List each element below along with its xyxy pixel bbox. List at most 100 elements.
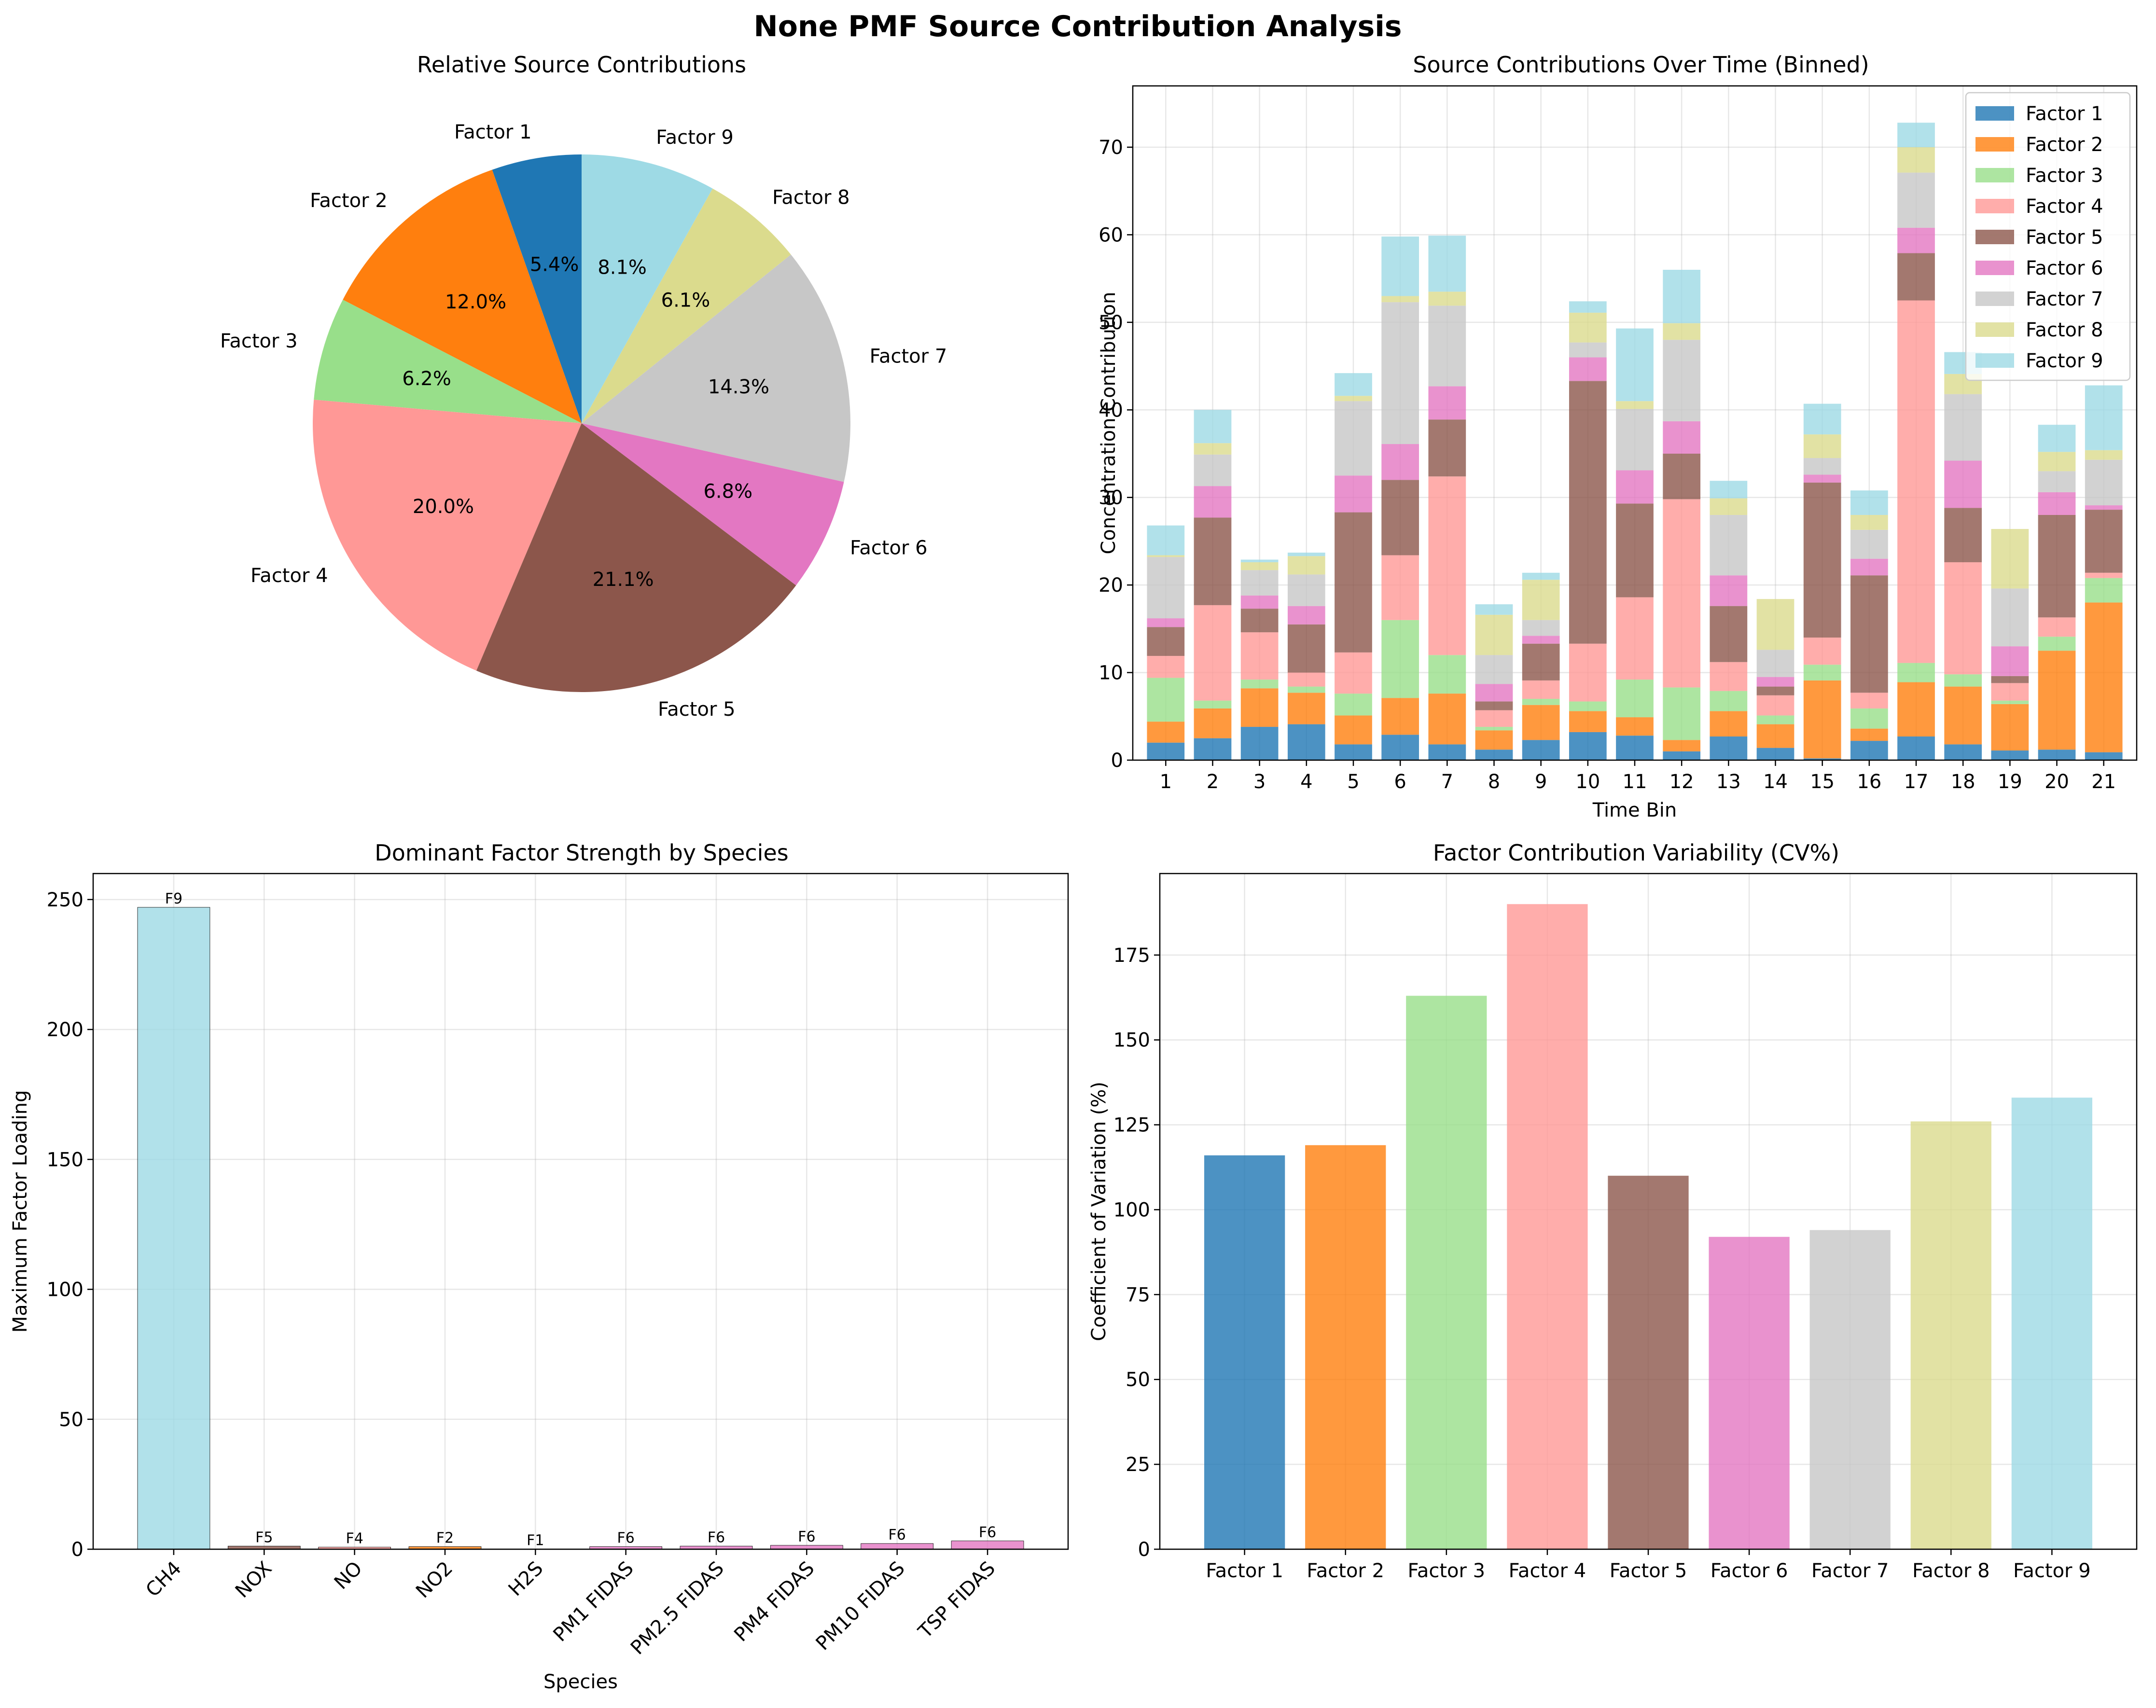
stacked-bar-segment xyxy=(1240,727,1279,760)
pie-percent-label: 20.0% xyxy=(413,496,474,518)
stacked-y-axis-label: Concentration Contribution xyxy=(1098,292,1120,554)
legend-swatch xyxy=(1975,230,2014,244)
stacked-xtick-label: 15 xyxy=(1810,771,1835,793)
stacked-bar-segment xyxy=(1522,705,1560,740)
stacked-bar-segment xyxy=(1663,421,1701,454)
species-bar-label: F6 xyxy=(979,1524,996,1541)
legend-swatch xyxy=(1975,168,2014,182)
stacked-bar-segment xyxy=(1287,556,1325,575)
stacked-bar-segment xyxy=(1663,454,1701,500)
stacked-bar-segment xyxy=(1287,553,1325,556)
stacked-bar-segment xyxy=(2038,750,2076,760)
stacked-bar-segment xyxy=(1710,575,1748,606)
stacked-bar-segment xyxy=(1522,680,1560,699)
stacked-bar-segment xyxy=(1428,655,1466,694)
stacked-bar-segment xyxy=(1944,508,1982,562)
stacked-bar-segment xyxy=(1803,458,1841,475)
species-xtick-label: NOX xyxy=(231,1557,277,1603)
stacked-bar-segment xyxy=(1522,699,1560,705)
stacked-bar-segment xyxy=(1240,559,1279,562)
stacked-bar-segment xyxy=(1475,727,1513,731)
stacked-bar-segment xyxy=(1335,715,1372,745)
stacked-bar-segment xyxy=(1663,687,1701,740)
stacked-xtick-label: 8 xyxy=(1488,771,1500,793)
stacked-bar-segment xyxy=(1194,700,1232,708)
stacked-bar-segment xyxy=(1944,394,1982,461)
stacked-bar-segment xyxy=(1381,302,1419,444)
stacked-bar-segment xyxy=(2038,452,2076,472)
stacked-bar-segment xyxy=(1147,656,1185,678)
stacked-xtick-label: 5 xyxy=(1347,771,1359,793)
stacked-bar-segment xyxy=(1428,694,1466,745)
legend-swatch xyxy=(1975,292,2014,306)
stacked-bar-segment xyxy=(1897,227,1935,253)
cv-ytick-label: 0 xyxy=(1138,1539,1150,1561)
legend-label: Factor 1 xyxy=(2026,103,2103,125)
stacked-bar-segment xyxy=(2085,752,2123,760)
stacked-bar-segment xyxy=(1710,691,1748,711)
species-title: Dominant Factor Strength by Species xyxy=(375,840,788,866)
pie-slice xyxy=(313,400,582,671)
species-xtick-label: PM1 FIDAS xyxy=(549,1557,638,1646)
stacked-bar-segment xyxy=(1569,701,1607,711)
stacked-bar-segment xyxy=(1756,677,1794,687)
stacked-bar-segment xyxy=(1522,636,1560,644)
stacked-bar-segment xyxy=(1569,342,1607,358)
legend-label: Factor 9 xyxy=(2026,350,2103,372)
stacked-bar-segment xyxy=(1803,680,1841,759)
species-xtick-label: NO2 xyxy=(412,1557,457,1603)
stacked-bar-segment xyxy=(1381,296,1419,303)
pie-label: Factor 7 xyxy=(870,346,947,368)
stacked-bar-segment xyxy=(1240,595,1279,609)
stacked-bar-segment xyxy=(1944,674,1982,687)
stacked-bar-segment xyxy=(1240,609,1279,633)
stacked-xtick-label: 21 xyxy=(2091,771,2116,793)
pie-percent-label: 12.0% xyxy=(445,291,506,313)
species-bar-label: F6 xyxy=(708,1529,725,1546)
stacked-xtick-label: 11 xyxy=(1623,771,1647,793)
stacked-bar-segment xyxy=(1897,300,1935,663)
cv-bar xyxy=(1406,996,1487,1549)
stacked-bar-segment xyxy=(2085,572,2123,578)
stacked-bar-segment xyxy=(1616,470,1654,504)
stacked-bar-segment xyxy=(1335,396,1372,402)
cv-ytick-label: 175 xyxy=(1113,944,1150,967)
stacked-bar-segment xyxy=(1475,684,1513,702)
stacked-bar-segment xyxy=(1287,624,1325,673)
stacked-bar-segment xyxy=(1803,403,1841,435)
stacked-bar-segment xyxy=(1710,515,1748,576)
stacked-bar-segment xyxy=(2085,578,2123,603)
stacked-bar-segment xyxy=(1710,498,1748,515)
legend-swatch xyxy=(1975,106,2014,121)
stacked-bar-segment xyxy=(1616,401,1654,409)
stacked-xtick-label: 1 xyxy=(1160,771,1172,793)
stacked-bar-segment xyxy=(1991,588,2029,647)
pie-slice xyxy=(582,188,791,423)
stacked-frame xyxy=(1132,85,2138,761)
stacked-ytick-label: 50 xyxy=(1099,312,1123,334)
pie-percent-label: 14.3% xyxy=(708,376,769,398)
pie-label: Factor 1 xyxy=(454,121,532,143)
stacked-bar-segment xyxy=(2038,471,2076,492)
stacked-bar-segment xyxy=(1335,694,1372,716)
pie-label: Factor 6 xyxy=(850,537,928,559)
stacked-bar-segment xyxy=(1428,386,1466,420)
stacked-bar-segment xyxy=(1663,270,1701,323)
stacked-bar-segment xyxy=(1522,572,1560,580)
species-xtick-label: CH4 xyxy=(141,1557,186,1602)
stacked-bar-segment xyxy=(1287,693,1325,724)
pie-label: Factor 5 xyxy=(658,698,736,721)
stacked-xtick-label: 20 xyxy=(2045,771,2069,793)
legend-label: Factor 7 xyxy=(2026,288,2103,310)
stacked-bar-segment xyxy=(1944,460,1982,508)
cv-xtick-label: Factor 6 xyxy=(1711,1560,1788,1582)
species-ytick-label: 150 xyxy=(47,1149,83,1171)
species-bar xyxy=(951,1541,1024,1550)
stacked-bar-segment xyxy=(1287,606,1325,625)
legend-frame xyxy=(1965,92,2131,381)
stacked-bar-segment xyxy=(1475,701,1513,710)
cv-xtick-label: Factor 5 xyxy=(1610,1560,1687,1582)
stacked-bar-segment xyxy=(1991,646,2029,676)
stacked-bar-segment xyxy=(1663,751,1701,760)
stacked-bar-segment xyxy=(1850,529,1888,559)
